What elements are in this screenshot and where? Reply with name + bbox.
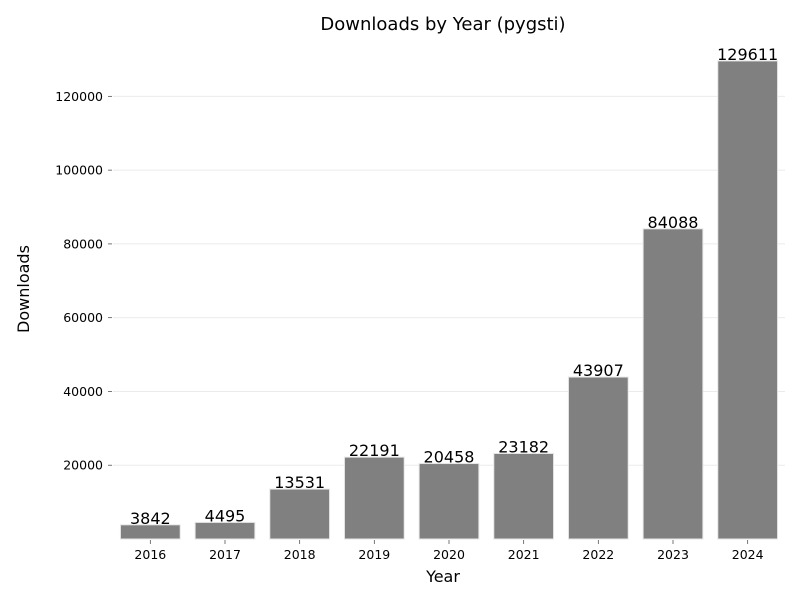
data-label: 4495 — [205, 506, 246, 525]
bar-2021 — [493, 452, 555, 540]
data-label: 20458 — [424, 448, 475, 467]
y-tick-label: 20000 — [63, 458, 103, 473]
x-tick-label: 2018 — [284, 547, 316, 562]
y-tick-label: 40000 — [63, 384, 103, 399]
bar-2018 — [269, 488, 331, 540]
x-tick-label: 2016 — [134, 547, 166, 562]
x-tick-label: 2021 — [508, 547, 540, 562]
data-label: 22191 — [349, 441, 400, 460]
bar-2020 — [418, 463, 480, 540]
bar-2017 — [194, 521, 256, 540]
data-label: 13531 — [274, 473, 325, 492]
bar-2019 — [343, 456, 405, 540]
bar-2022 — [567, 376, 629, 540]
bar-2024 — [717, 60, 779, 540]
data-label: 23182 — [498, 437, 549, 456]
x-tick-label: 2017 — [209, 547, 241, 562]
chart-title: Downloads by Year (pygsti) — [320, 14, 565, 35]
x-axis-label: Year — [425, 567, 460, 586]
y-tick-label: 100000 — [55, 163, 103, 178]
y-tick-label: 60000 — [63, 310, 103, 325]
y-tick-label: 120000 — [55, 89, 103, 104]
y-axis-label: Downloads — [14, 245, 33, 333]
data-label: 129611 — [717, 45, 778, 64]
data-label: 3842 — [130, 509, 171, 528]
x-tick-label: 2023 — [657, 547, 689, 562]
x-tick-label: 2020 — [433, 547, 465, 562]
bar-2023 — [642, 228, 704, 540]
x-tick-label: 2019 — [358, 547, 390, 562]
y-tick-label: 80000 — [63, 236, 103, 251]
data-label: 84088 — [648, 213, 699, 232]
x-tick-label: 2024 — [732, 547, 764, 562]
data-label: 43907 — [573, 361, 624, 380]
x-tick-label: 2022 — [582, 547, 614, 562]
bar-2016 — [119, 524, 181, 540]
